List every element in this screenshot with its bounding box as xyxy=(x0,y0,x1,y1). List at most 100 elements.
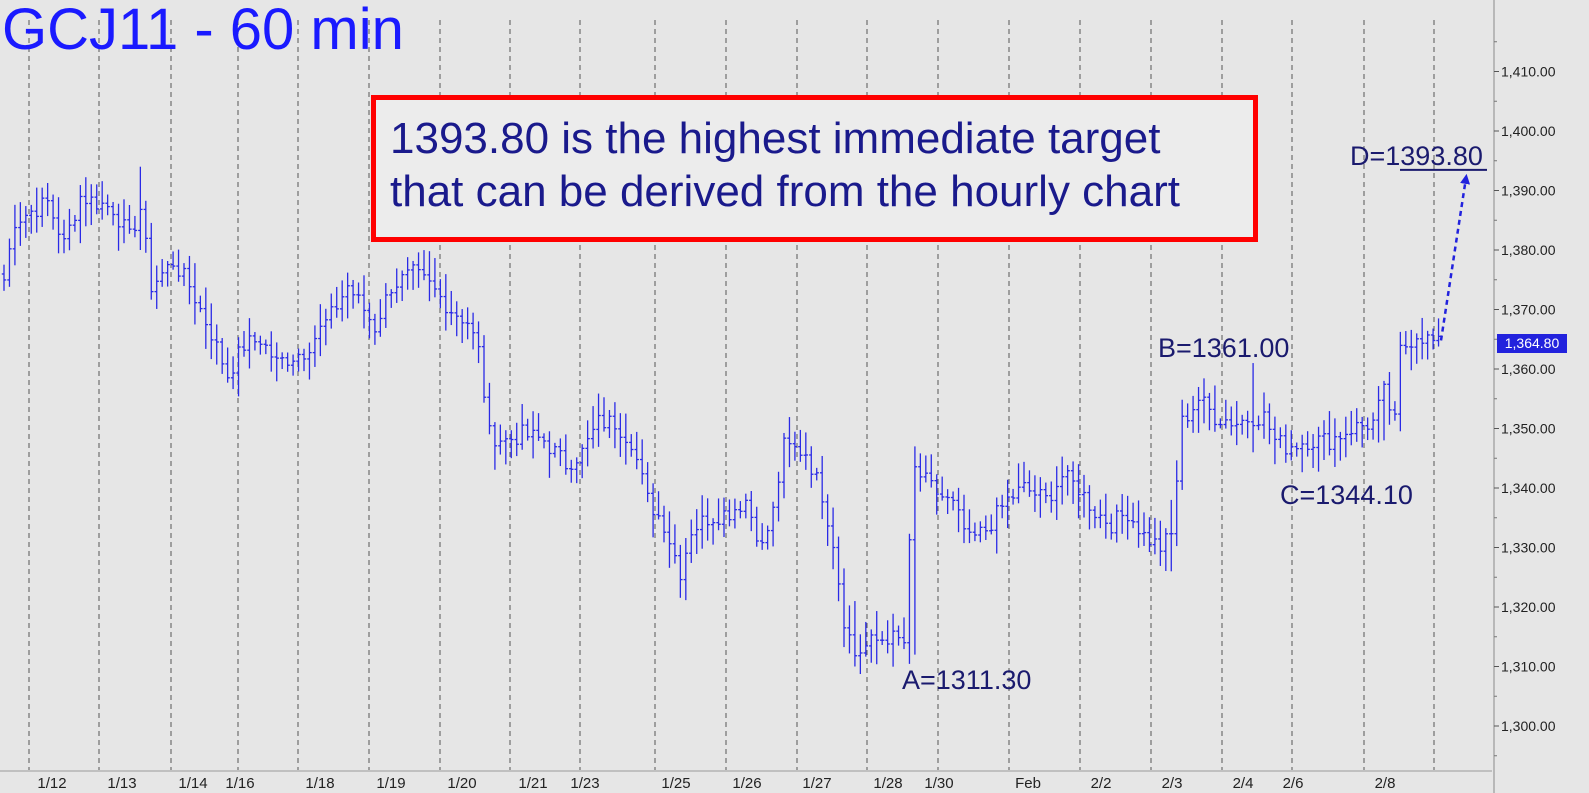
price-bar xyxy=(269,331,274,372)
price-bar xyxy=(1436,318,1441,347)
price-bar xyxy=(825,494,830,546)
price-bar xyxy=(972,522,978,542)
price-bar xyxy=(841,568,847,648)
price-bar xyxy=(852,601,858,667)
price-bar xyxy=(1430,328,1436,350)
y-tick-label: 1,310.00 xyxy=(1501,659,1556,675)
price-bar xyxy=(716,498,721,531)
price-bar xyxy=(1338,431,1343,461)
note-box: 1393.80 is the highest immediate target … xyxy=(371,95,1258,242)
x-tick-label: 2/6 xyxy=(1283,775,1304,792)
price-bar xyxy=(809,446,814,488)
price-bar xyxy=(923,455,929,483)
price-bar xyxy=(263,339,269,355)
price-bar xyxy=(656,491,661,520)
price-bar xyxy=(509,430,514,459)
price-bar xyxy=(1098,499,1103,529)
price-bar xyxy=(1032,475,1038,512)
price-bar xyxy=(378,299,383,337)
price-bar xyxy=(116,203,121,251)
price-bar xyxy=(999,494,1005,519)
price-bar xyxy=(154,265,159,309)
price-bar xyxy=(389,289,394,308)
price-bar xyxy=(1109,513,1114,540)
x-tick-label: 1/14 xyxy=(178,775,207,792)
price-bar xyxy=(803,432,809,470)
price-bar xyxy=(1305,431,1310,457)
price-bar xyxy=(541,433,547,449)
price-bar xyxy=(1223,399,1229,429)
price-bar xyxy=(209,303,214,360)
price-bar xyxy=(339,280,345,322)
price-bar xyxy=(105,194,110,216)
price-bar xyxy=(225,347,230,383)
price-bar xyxy=(1141,512,1147,546)
x-tick-label: 2/2 xyxy=(1091,775,1112,792)
price-bar xyxy=(781,432,787,499)
price-bar xyxy=(1163,528,1169,571)
price-bar xyxy=(1370,412,1376,440)
price-bar xyxy=(1419,317,1425,360)
price-bar xyxy=(236,337,241,397)
price-bar xyxy=(645,462,650,503)
price-bar xyxy=(525,418,530,441)
price-bar xyxy=(72,214,78,232)
y-tick-label: 1,360.00 xyxy=(1501,361,1556,377)
price-bar xyxy=(945,489,950,515)
price-bar xyxy=(721,497,727,538)
price-bar xyxy=(394,268,399,303)
price-bar xyxy=(247,318,252,369)
price-bar xyxy=(792,431,798,461)
price-bar xyxy=(67,208,72,251)
price-bar xyxy=(596,393,601,447)
price-bar xyxy=(639,439,645,485)
price-bar xyxy=(569,459,574,483)
x-tick-label: 1/27 xyxy=(802,775,831,792)
price-bar xyxy=(301,348,307,372)
price-bar xyxy=(372,313,378,345)
price-bar xyxy=(585,420,590,467)
price-bar xyxy=(132,215,138,238)
price-bar xyxy=(1316,426,1321,472)
price-bar xyxy=(558,438,563,467)
price-bar xyxy=(192,263,198,325)
price-bar xyxy=(1392,401,1398,421)
price-bar xyxy=(1043,482,1049,504)
price-bar xyxy=(1054,466,1059,520)
price-bar xyxy=(241,331,247,357)
price-bar xyxy=(1381,380,1387,441)
price-bar xyxy=(907,533,912,664)
price-bar xyxy=(579,444,585,479)
price-bar xyxy=(819,455,825,520)
price-bar xyxy=(94,184,99,215)
price-bar xyxy=(443,274,449,331)
price-bar xyxy=(1218,418,1223,429)
price-bar xyxy=(710,518,716,545)
price-bar xyxy=(874,611,879,665)
price-bar xyxy=(99,181,105,220)
price-bar xyxy=(961,494,967,544)
price-bar xyxy=(89,184,94,226)
y-tick-label: 1,410.00 xyxy=(1501,64,1556,80)
price-bar xyxy=(1169,499,1174,572)
x-tick-label: 1/26 xyxy=(732,775,761,792)
x-tick-label: Feb xyxy=(1015,775,1041,792)
price-bar xyxy=(12,204,18,266)
annotation-c: C=1344.10 xyxy=(1280,480,1413,510)
price-bar xyxy=(230,356,236,390)
price-bar xyxy=(754,506,759,547)
price-bar xyxy=(410,260,416,290)
x-tick-label: 1/12 xyxy=(37,775,66,792)
price-bar xyxy=(667,511,672,568)
price-bar xyxy=(519,404,525,450)
price-bar xyxy=(503,430,509,465)
price-bar xyxy=(1076,464,1081,519)
price-bar xyxy=(1158,520,1163,566)
x-tick-label: 1/25 xyxy=(661,775,690,792)
price-bar xyxy=(689,519,694,563)
price-bar xyxy=(1114,504,1119,543)
price-bar xyxy=(1,264,7,291)
price-bar xyxy=(1152,517,1158,555)
